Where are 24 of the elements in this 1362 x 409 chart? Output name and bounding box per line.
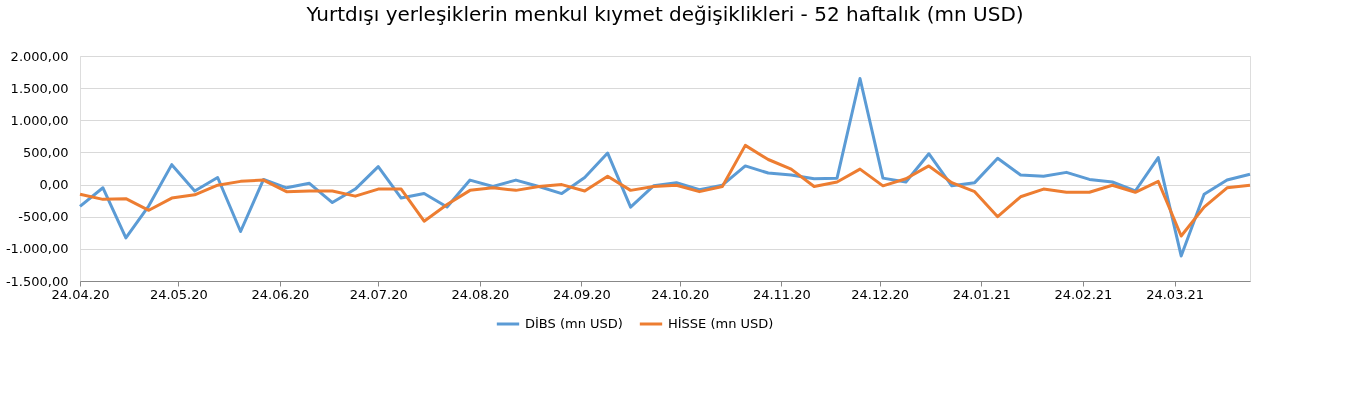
line-series — [78, 143, 1252, 238]
x-tick-label: 24.03.21 — [1146, 286, 1205, 302]
x-tick-label: 24.05.20 — [149, 286, 208, 302]
y-tick-label: 500,00 — [23, 144, 69, 160]
x-tick-label: 24.06.20 — [251, 286, 310, 302]
y-tick-label: 2.000,00 — [10, 48, 69, 64]
y-tick-label: 1.000,00 — [10, 112, 69, 128]
legend-label: DİBS (mn USD) — [525, 316, 623, 331]
x-tick-label: 24.07.20 — [349, 286, 408, 302]
y-tick-label: -1.000,00 — [5, 241, 69, 257]
y-tick-label: 1.500,00 — [10, 80, 69, 96]
chart-title: Yurtdışı yerleşiklerin menkul kıymet değişiklikleri - 52 haftalık (mn USD) — [305, 2, 1024, 26]
x-tick-label: 24.09.20 — [552, 286, 611, 302]
y-tick-label: -1.500,00 — [5, 273, 69, 289]
x-tick-label: 24.11.20 — [752, 286, 811, 302]
y-tick-label: -500,00 — [18, 209, 69, 225]
x-tick-label: 24.01.21 — [952, 286, 1011, 302]
x-tick-label: 24.12.20 — [851, 286, 910, 302]
legend-label: HİSSE (mn USD) — [668, 316, 774, 331]
x-tick-label: 24.04.20 — [51, 286, 110, 302]
x-tick-label: 24.10.20 — [651, 286, 710, 302]
x-tick-label: 24.02.21 — [1054, 286, 1113, 302]
x-tick-label: 24.08.20 — [451, 286, 510, 302]
y-tick-label: 0,00 — [39, 177, 69, 193]
